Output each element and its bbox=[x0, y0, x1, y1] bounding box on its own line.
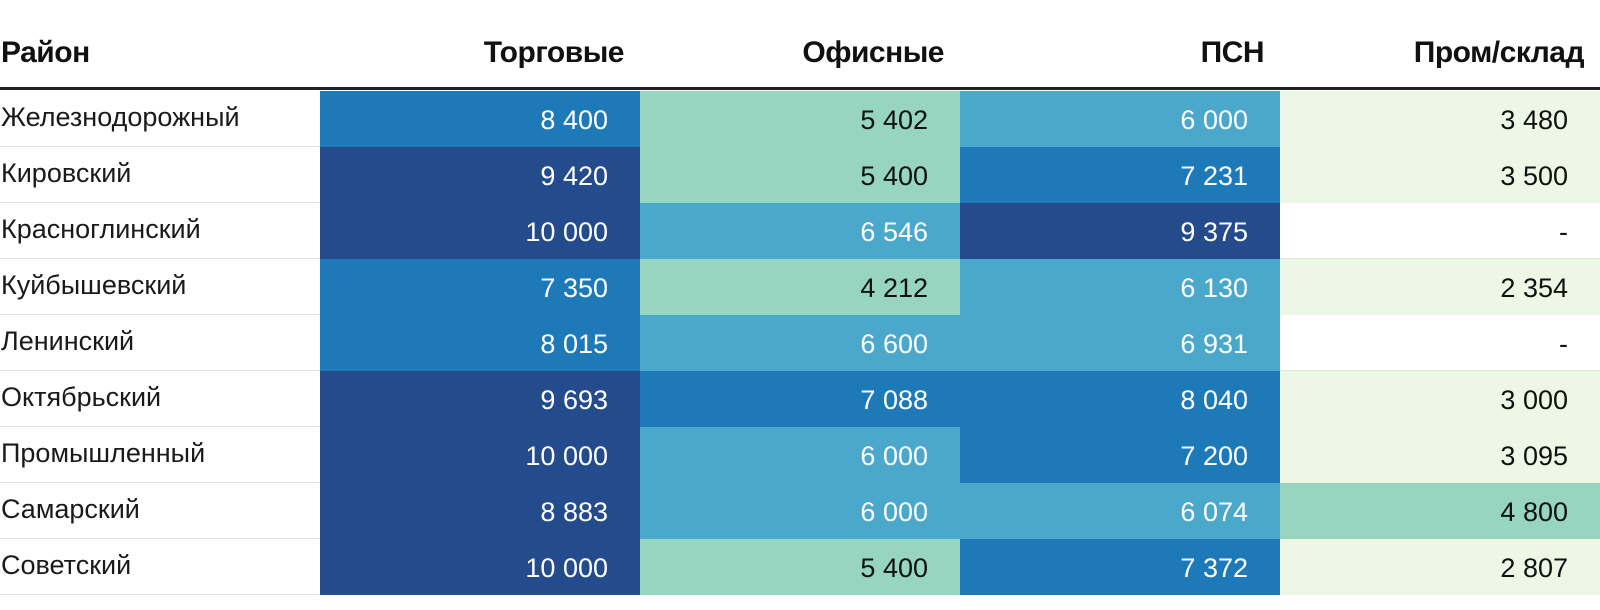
row-separator bbox=[0, 594, 320, 595]
cell-separator bbox=[1280, 370, 1600, 371]
row-separator bbox=[0, 146, 320, 147]
cell-value: 3 000 bbox=[1500, 385, 1568, 415]
column-header: Пром/склад bbox=[1414, 36, 1585, 69]
heatmap-cell bbox=[640, 371, 960, 427]
cell-value: 7 088 bbox=[860, 385, 928, 415]
cell-value: 5 400 bbox=[860, 161, 928, 191]
cell-value: 5 400 bbox=[860, 553, 928, 583]
cell-separator bbox=[1280, 258, 1600, 259]
row-label: Промышленный bbox=[1, 438, 205, 468]
heatmap-cell bbox=[960, 315, 1280, 371]
cell-value: 6 000 bbox=[1180, 105, 1248, 135]
heatmap-cell bbox=[1280, 539, 1600, 595]
cell-value: 2 807 bbox=[1500, 553, 1568, 583]
heatmap-cell bbox=[1280, 91, 1600, 147]
heatmap-cell bbox=[640, 147, 960, 203]
row-label: Октябрьский bbox=[1, 382, 161, 412]
heatmap-cell bbox=[320, 483, 640, 539]
cell-value: 10 000 bbox=[525, 217, 608, 247]
cell-value: 9 375 bbox=[1180, 217, 1248, 247]
cell-value: 4 212 bbox=[860, 273, 928, 303]
heatmap-cell bbox=[960, 371, 1280, 427]
cell-value: 8 040 bbox=[1180, 385, 1248, 415]
heatmap-cell bbox=[640, 539, 960, 595]
heatmap-cell bbox=[960, 259, 1280, 315]
cell-value: 3 095 bbox=[1500, 441, 1568, 471]
row-separator bbox=[0, 202, 320, 203]
heatmap-cell bbox=[960, 203, 1280, 259]
cell-value: 8 400 bbox=[540, 105, 608, 135]
heatmap-cell bbox=[960, 147, 1280, 203]
cell-value: 8 015 bbox=[540, 329, 608, 359]
cell-value: 3 480 bbox=[1500, 105, 1568, 135]
row-separator bbox=[0, 482, 320, 483]
heatmap-cell bbox=[1280, 259, 1600, 315]
cell-value: 6 931 bbox=[1180, 329, 1248, 359]
cell-value: 7 372 bbox=[1180, 553, 1248, 583]
cell-value: 9 420 bbox=[540, 161, 608, 191]
heatmap-cell bbox=[640, 91, 960, 147]
cell-value: - bbox=[1559, 217, 1568, 247]
header-rule bbox=[0, 87, 1600, 90]
heatmap-cell bbox=[320, 147, 640, 203]
cell-value: - bbox=[1559, 329, 1568, 359]
heatmap-cell bbox=[960, 91, 1280, 147]
heatmap-cell bbox=[320, 315, 640, 371]
heatmap-cell bbox=[1280, 427, 1600, 483]
heatmap-cell bbox=[320, 371, 640, 427]
row-label: Советский bbox=[1, 550, 131, 580]
cell-value: 7 200 bbox=[1180, 441, 1248, 471]
cell-value: 10 000 bbox=[525, 553, 608, 583]
cell-value: 7 350 bbox=[540, 273, 608, 303]
heatmap-cell bbox=[960, 539, 1280, 595]
row-label: Самарский bbox=[1, 494, 140, 524]
cell-value: 8 883 bbox=[540, 497, 608, 527]
row-separator bbox=[0, 426, 320, 427]
cell-value: 6 130 bbox=[1180, 273, 1248, 303]
heatmap-cell bbox=[320, 203, 640, 259]
row-separator bbox=[0, 370, 320, 371]
heatmap-cell bbox=[1280, 371, 1600, 427]
heatmap-cell bbox=[1280, 147, 1600, 203]
row-separator bbox=[0, 314, 320, 315]
heatmap-cell bbox=[640, 427, 960, 483]
row-label: Кировский bbox=[1, 158, 131, 188]
row-separator bbox=[0, 538, 320, 539]
heatmap-cell bbox=[320, 259, 640, 315]
heatmap-cell bbox=[960, 483, 1280, 539]
cell-value: 5 402 bbox=[860, 105, 928, 135]
row-label: Железнодорожный bbox=[1, 102, 240, 132]
heatmap-cell bbox=[320, 539, 640, 595]
column-header: ПСН bbox=[1201, 36, 1264, 69]
heatmap-cell bbox=[640, 259, 960, 315]
heatmap-cell bbox=[320, 91, 640, 147]
cell-value: 6 000 bbox=[860, 441, 928, 471]
heatmap-cell bbox=[640, 483, 960, 539]
row-label: Красноглинский bbox=[1, 214, 201, 244]
cell-value: 9 693 bbox=[540, 385, 608, 415]
heatmap-cell bbox=[1280, 483, 1600, 539]
column-header: Торговые bbox=[484, 36, 624, 69]
column-header: Офисные bbox=[802, 36, 944, 69]
cell-value: 10 000 bbox=[525, 441, 608, 471]
heatmap-cell bbox=[640, 315, 960, 371]
cell-value: 6 074 bbox=[1180, 497, 1248, 527]
cell-value: 2 354 bbox=[1500, 273, 1568, 303]
cell-value: 7 231 bbox=[1180, 161, 1248, 191]
heatmap-cell bbox=[960, 427, 1280, 483]
column-header: Район bbox=[1, 36, 90, 69]
cell-value: 6 600 bbox=[860, 329, 928, 359]
cell-value: 6 000 bbox=[860, 497, 928, 527]
row-label: Ленинский bbox=[1, 326, 134, 356]
cell-value: 6 546 bbox=[860, 217, 928, 247]
row-label: Куйбышевский bbox=[1, 270, 186, 300]
heatmap-cell bbox=[640, 203, 960, 259]
row-separator bbox=[0, 258, 320, 259]
cell-value: 4 800 bbox=[1500, 497, 1568, 527]
heatmap-cell bbox=[320, 427, 640, 483]
cell-value: 3 500 bbox=[1500, 161, 1568, 191]
